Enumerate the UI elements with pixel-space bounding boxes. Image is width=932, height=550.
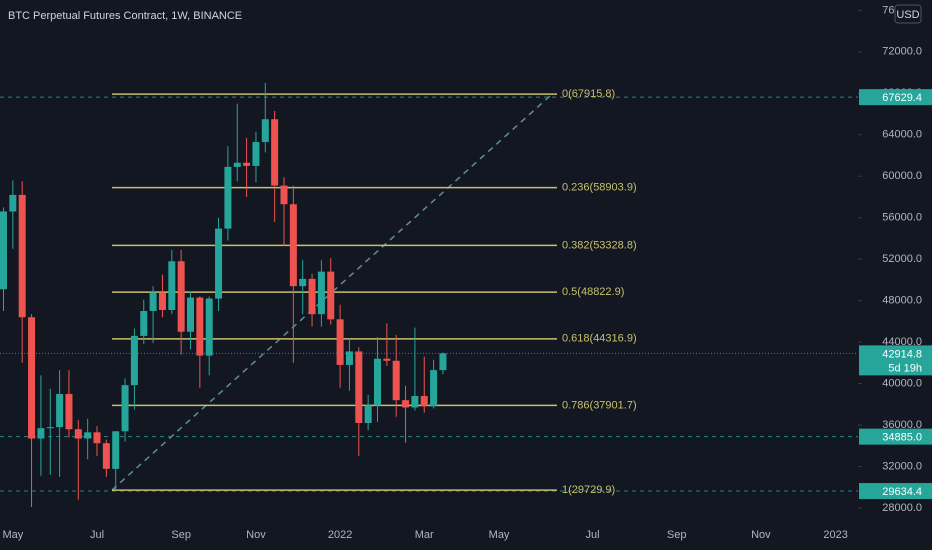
candle-body [46,427,54,429]
candle-body [299,278,307,287]
candle-body [18,194,26,318]
candle-body [280,185,288,205]
candle-body [420,396,428,407]
candle-body [121,385,129,432]
candle-body [345,351,353,365]
candle-body [252,142,260,166]
candle-body [402,400,410,408]
x-tick-label: Nov [751,529,771,541]
candle-body [383,358,391,361]
candle-body [28,317,36,439]
candle-body [102,443,110,469]
x-tick-label: Sep [667,529,687,541]
candle-body [439,353,447,371]
candle-body [261,119,269,143]
candle-body [374,358,381,406]
last-price-label: 42914.8 [882,348,922,360]
price-badge [859,483,932,500]
chart-title: BTC Perpetual Futures Contract, 1W, BINA… [8,10,242,22]
candle-body [430,370,438,407]
candle-body [93,432,101,444]
y-tick-label: 32000.0 [882,460,922,472]
candle-body [130,335,138,386]
candle-body [56,393,64,428]
price-badge [859,428,932,445]
x-tick-label: Jul [90,529,104,541]
candle-body [0,211,7,290]
candle-body [411,396,419,408]
y-tick-label: 72000.0 [882,46,922,58]
fib-label: 0(67915.8) [562,88,615,100]
candle-body [336,319,344,365]
y-tick-label: 40000.0 [882,378,922,390]
y-tick-label: 48000.0 [882,295,922,307]
candle-body [37,428,45,439]
x-tick-label: Jul [586,529,600,541]
price-badge-label: 29634.4 [882,486,922,498]
x-tick-label: Mar [415,529,434,541]
candle-body [196,297,204,356]
candle-body [271,119,279,186]
candle-body [149,292,157,312]
x-tick-label: May [489,529,510,541]
price-badge [859,89,932,106]
x-tick-label: 2022 [328,529,352,541]
candle-body [187,297,194,332]
y-tick-label: 44000.0 [882,336,922,348]
candle-body [224,166,232,229]
y-tick-label: 28000.0 [882,502,922,514]
candle-body [364,405,372,423]
currency-badge [894,4,922,24]
fib-label: 1(29729.9) [562,484,615,496]
fib-label: 0.382(53328.8) [562,239,637,251]
price-badge-label: 67629.4 [882,92,922,104]
x-tick-label: May [2,529,23,541]
countdown-label: 5d 19h [888,362,922,374]
x-tick-label: 2023 [823,529,847,541]
candle-body [84,432,92,439]
last-price-badge [859,345,932,376]
candle-body [308,278,316,315]
y-tick-label: 60000.0 [882,170,922,182]
candle-body [9,194,17,212]
y-tick-label: 56000.0 [882,212,922,224]
y-tick-label: 52000.0 [882,253,922,265]
y-tick-label: 64000.0 [882,129,922,141]
candle-body [168,261,176,310]
candle-body [327,271,335,320]
candle-body [205,298,213,356]
y-tick-label: 36000.0 [882,419,922,431]
candle-body [158,292,166,310]
candle-body [233,162,241,167]
candle-body [243,162,251,166]
candle-body [355,351,363,423]
x-tick-label: Sep [171,529,191,541]
candle-body [317,271,325,315]
fib-label: 0.618(44316.9) [562,333,637,345]
candle-body [392,360,400,401]
fib-label: 0.5(48822.9) [562,286,624,298]
x-tick-label: Nov [246,529,266,541]
price-badge-label: 34885.0 [882,432,922,444]
candle-body [74,429,82,439]
candle-body [215,228,223,299]
candle-body [140,311,148,336]
candle-body [289,204,297,287]
candle-body [112,431,120,469]
fib-label: 0.236(58903.9) [562,182,637,194]
fib-label: 0.786(37901.7) [562,399,637,411]
candle-body [177,261,185,332]
currency-label: USD [896,9,919,21]
candle-body [65,393,73,430]
